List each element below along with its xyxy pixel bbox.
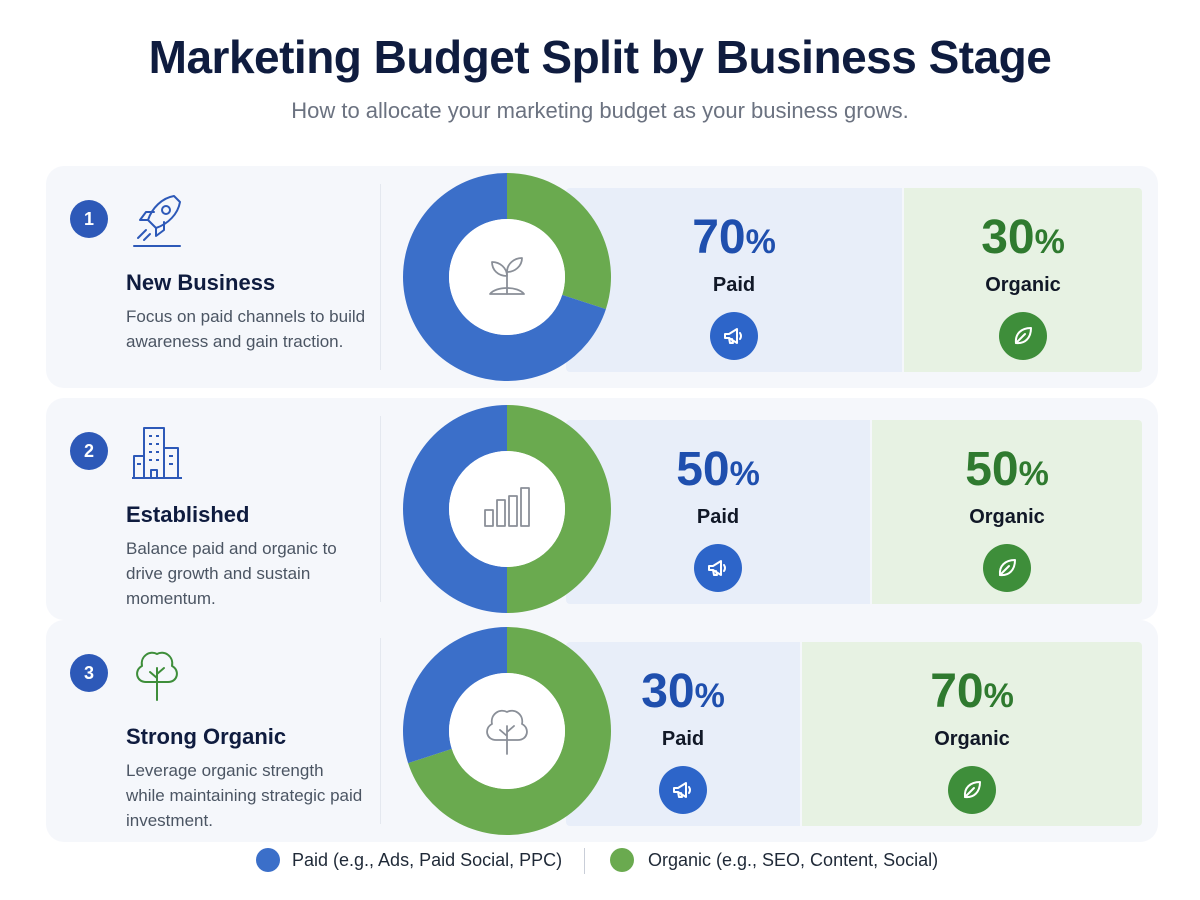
- tree-icon: [136, 651, 178, 701]
- page-title: Marketing Budget Split by Business Stage: [148, 31, 1052, 83]
- stage-number-badge: 3: [70, 654, 108, 692]
- paid-badge: [659, 766, 707, 814]
- organic-label: Organic: [985, 274, 1061, 296]
- percent-sign: %: [694, 677, 725, 715]
- stage-name: New Business: [126, 270, 276, 295]
- paid-badge: [710, 312, 758, 360]
- paid-percent: 70%: [566, 210, 902, 265]
- megaphone-icon: [708, 560, 726, 576]
- megaphone-icon: [673, 782, 691, 798]
- leaf-icon: [963, 781, 981, 799]
- paid-value: 30: [641, 665, 695, 718]
- paid-label: Paid: [661, 728, 705, 750]
- organic-percent: 50%: [872, 442, 1142, 497]
- donut-hole: [449, 451, 565, 567]
- organic-slice: [507, 173, 611, 310]
- percent-sign: %: [729, 455, 760, 493]
- paid-label: Paid: [712, 274, 756, 296]
- organic-badge: [983, 544, 1031, 592]
- leaf-icon: [998, 559, 1016, 577]
- legend-paid-swatch: [256, 848, 280, 872]
- organic-label: Organic: [934, 728, 1010, 750]
- divider: [380, 638, 381, 824]
- percent-sign: %: [745, 223, 776, 261]
- legend: Paid (e.g., Ads, Paid Social, PPC) Organ…: [0, 846, 1200, 876]
- donut-chart: [403, 405, 611, 613]
- stage-row-strong-organic: 3 Strong Organic Leverage organic streng…: [46, 620, 1158, 842]
- paid-panel: 70% Paid: [566, 188, 902, 372]
- paid-slice: [403, 627, 507, 764]
- stage-description: Balance paid and organic to drive growth…: [126, 539, 337, 608]
- paid-value: 70: [692, 211, 746, 264]
- paid-percent: 30%: [566, 664, 800, 719]
- organic-percent: 70%: [802, 664, 1142, 719]
- legend-paid-label: Paid (e.g., Ads, Paid Social, PPC): [292, 850, 563, 870]
- stage-info: 3 Strong Organic Leverage organic streng…: [46, 620, 380, 842]
- divider: [380, 184, 381, 370]
- tree-icon: [486, 709, 528, 755]
- organic-label: Organic: [969, 506, 1045, 528]
- stage-description: Focus on paid channels to build awarenes…: [126, 307, 366, 351]
- organic-slice: [408, 627, 611, 835]
- paid-badge: [694, 544, 742, 592]
- stage-row-established: 2 Established Balance paid and organic t…: [46, 398, 1158, 620]
- percent-sign: %: [983, 677, 1014, 715]
- stage-name: Established: [126, 502, 250, 527]
- building-icon: [132, 427, 182, 479]
- paid-slice: [403, 173, 606, 381]
- stage-number-badge: 2: [70, 432, 108, 470]
- donut-chart: [403, 173, 611, 381]
- stage-description: Leverage organic strength while maintain…: [126, 761, 363, 830]
- percent-sign: %: [1034, 223, 1065, 261]
- organic-value: 50: [965, 443, 1019, 496]
- leaf-icon: [1014, 327, 1032, 345]
- stage-name: Strong Organic: [126, 724, 287, 749]
- organic-value: 30: [981, 211, 1035, 264]
- organic-value: 70: [930, 665, 984, 718]
- rocket-icon: [133, 195, 181, 247]
- organic-slice: [507, 405, 611, 613]
- percent-sign: %: [1018, 455, 1049, 493]
- stage-info: 1 New Business Focus on paid channels to…: [46, 166, 380, 388]
- stage-number-badge: 1: [70, 200, 108, 238]
- legend-organic-label: Organic (e.g., SEO, Content, Social): [648, 850, 939, 870]
- page-subtitle: How to allocate your marketing budget as…: [291, 98, 909, 123]
- divider: [380, 416, 381, 602]
- megaphone-icon: [724, 328, 742, 344]
- legend-divider: [584, 848, 585, 874]
- organic-panel: 50% Organic: [872, 420, 1142, 604]
- paid-value: 50: [676, 443, 730, 496]
- paid-panel: 50% Paid: [566, 420, 870, 604]
- stage-row-new-business: 1 New Business Focus on paid channels to…: [46, 166, 1158, 388]
- sprout-icon: [489, 257, 525, 295]
- bar-chart-icon: [484, 487, 530, 527]
- organic-badge: [948, 766, 996, 814]
- organic-badge: [999, 312, 1047, 360]
- stage-info: 2 Established Balance paid and organic t…: [46, 398, 380, 620]
- paid-percent: 50%: [566, 442, 870, 497]
- donut-chart: [403, 627, 611, 835]
- paid-slice: [403, 405, 507, 613]
- organic-panel: 70% Organic: [802, 642, 1142, 826]
- organic-panel: 30% Organic: [904, 188, 1142, 372]
- legend-organic-swatch: [610, 848, 634, 872]
- organic-percent: 30%: [904, 210, 1142, 265]
- paid-label: Paid: [696, 506, 740, 528]
